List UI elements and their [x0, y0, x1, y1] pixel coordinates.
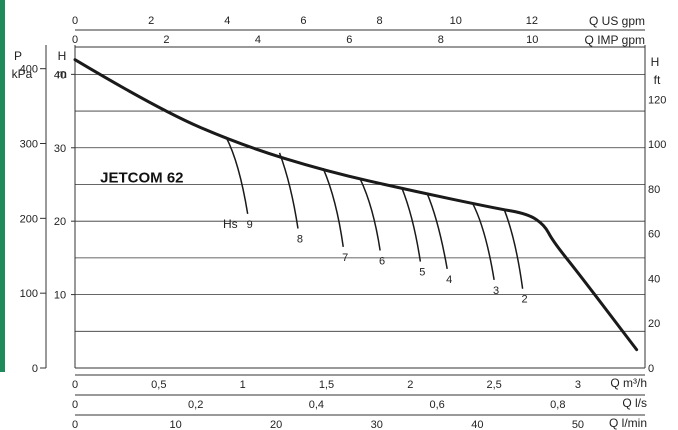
tick-label-imp-gpm: 4 [255, 34, 261, 46]
hs-curve-label: 4 [446, 274, 452, 286]
axis-unit-h-left: H [58, 49, 67, 63]
tick-label-ft: 0 [648, 363, 654, 375]
tick-label-us-gpm: 6 [300, 15, 306, 27]
tick-label-kpa: 200 [20, 213, 38, 225]
tick-label-m3h: 3 [575, 379, 581, 391]
hs-curve-3 [471, 202, 495, 281]
hs-curve-label: 7 [342, 252, 348, 264]
tick-label-imp-gpm: 6 [346, 34, 352, 46]
tick-label-ft: 40 [648, 273, 660, 285]
axes [40, 29, 646, 416]
main-pump-curve [73, 58, 639, 352]
chart-title: JETCOM 62 [100, 169, 183, 186]
axis-unit-kpa: kPa [12, 67, 33, 81]
axis-unit-p: P [14, 49, 22, 63]
axis-unit-ft: ft [654, 73, 661, 87]
hs-curve-7 [322, 168, 344, 247]
hs-curve-label: 2 [522, 294, 528, 306]
hs-curve-label: 9 [247, 219, 253, 231]
axis-label-ls: Q l/s [622, 396, 647, 410]
axis-label-us-gpm: Q US gpm [589, 14, 645, 28]
tick-label-kpa: 400 [20, 64, 38, 76]
hs-curve-label: 6 [379, 256, 385, 268]
tick-label-m: 40 [54, 69, 66, 81]
tick-label-ft: 100 [648, 139, 666, 151]
tick-label-imp-gpm: 8 [438, 34, 444, 46]
tick-label-kpa: 100 [20, 288, 38, 300]
tick-label-lmin: 50 [572, 419, 584, 430]
tick-label-lmin: 30 [371, 419, 383, 430]
tick-label-ls: 0,2 [188, 399, 203, 411]
curves [73, 58, 639, 352]
tick-label-ls: 0,4 [309, 399, 324, 411]
tick-label-ls: 0 [72, 399, 78, 411]
hs-label: Hs [223, 217, 238, 231]
tick-label-m3h: 2,5 [486, 379, 501, 391]
tick-label-imp-gpm: 0 [72, 34, 78, 46]
tick-label-us-gpm: 0 [72, 15, 78, 27]
tick-label-ft: 20 [648, 318, 660, 330]
tick-label-m3h: 0 [72, 379, 78, 391]
tick-label-us-gpm: 2 [148, 15, 154, 27]
hs-curve-9 [225, 136, 249, 214]
tick-label-lmin: 0 [72, 419, 78, 430]
grid [75, 73, 645, 369]
tick-label-m3h: 2 [407, 379, 413, 391]
tick-label-m3h: 1,5 [319, 379, 334, 391]
tick-label-ft: 60 [648, 229, 660, 241]
tick-label-imp-gpm: 2 [163, 34, 169, 46]
tick-label-us-gpm: 8 [377, 15, 383, 27]
tick-label-imp-gpm: 10 [526, 34, 538, 46]
axis-label-m3h: Q m³/h [610, 376, 647, 390]
tick-label-m: 30 [54, 143, 66, 155]
tick-label-kpa: 0 [32, 363, 38, 375]
hs-curve-6 [359, 178, 381, 251]
tick-label-ft: 80 [648, 184, 660, 196]
tick-label-ft: 120 [648, 94, 666, 106]
axis-label-lmin: Q l/min [609, 416, 647, 430]
hs-curve-2 [503, 209, 524, 289]
hs-curve-label: 8 [297, 234, 303, 246]
tick-label-kpa: 300 [20, 139, 38, 151]
tick-label-lmin: 40 [471, 419, 483, 430]
hs-curve-label: 3 [493, 285, 499, 297]
axis-unit-h-right: H [651, 55, 660, 69]
hs-curve-5 [401, 187, 422, 262]
axis-unit-m: m [57, 67, 67, 81]
tick-label-ls: 0,8 [550, 399, 565, 411]
tick-label-lmin: 20 [270, 419, 282, 430]
tick-label-m3h: 0,5 [151, 379, 166, 391]
hs-curve-4 [426, 192, 448, 270]
hs-curve-8 [278, 152, 299, 229]
tick-label-m3h: 1 [240, 379, 246, 391]
tick-label-us-gpm: 10 [450, 15, 462, 27]
tick-label-ls: 0,6 [429, 399, 444, 411]
axis-label-imp-gpm: Q IMP gpm [585, 33, 645, 47]
tick-label-m: 20 [54, 216, 66, 228]
tick-label-m: 10 [54, 290, 66, 302]
side-accent-bar [0, 0, 5, 372]
tick-label-us-gpm: 12 [526, 15, 538, 27]
tick-label-lmin: 10 [169, 419, 181, 430]
hs-curve-label: 5 [419, 267, 425, 279]
tick-label-us-gpm: 4 [224, 15, 230, 27]
